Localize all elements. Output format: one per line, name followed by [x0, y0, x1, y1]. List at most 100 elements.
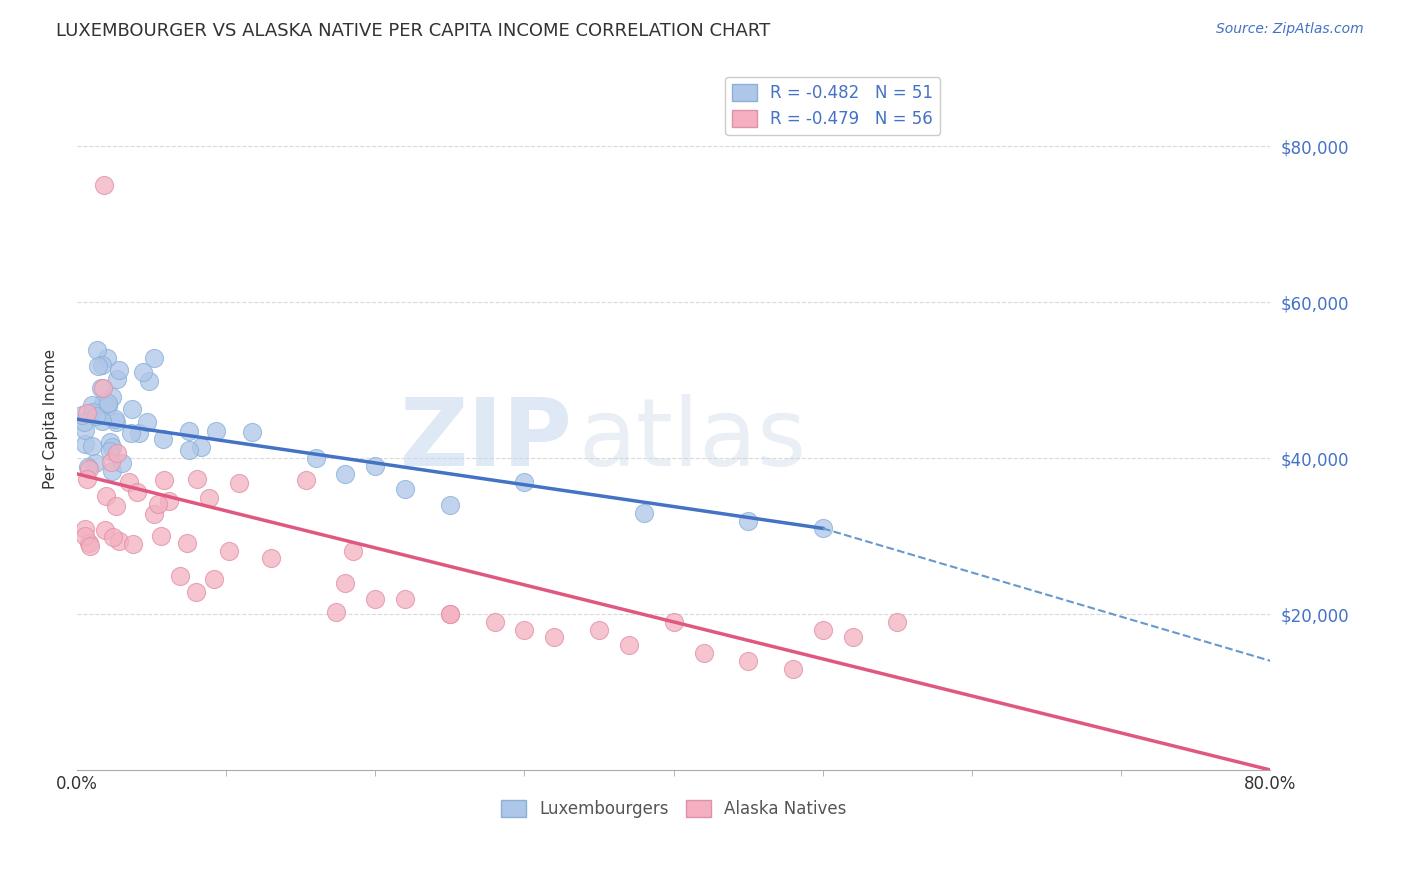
Point: [737, 654, 759, 668]
Point: [84, 409, 107, 424]
Point: [152, 433, 174, 447]
Point: [513, 475, 536, 489]
Point: [91, 396, 114, 410]
Point: [335, 467, 357, 481]
Point: [107, 446, 129, 460]
Point: [73, 436, 96, 450]
Point: [100, 440, 122, 454]
Point: [76, 459, 98, 474]
Point: [617, 638, 640, 652]
Point: [218, 544, 240, 558]
Point: [260, 551, 283, 566]
Point: [121, 402, 143, 417]
Point: [394, 591, 416, 606]
Point: [184, 585, 207, 599]
Point: [513, 623, 536, 637]
Point: [394, 483, 416, 497]
Point: [80, 438, 103, 452]
Point: [186, 472, 208, 486]
Point: [149, 529, 172, 543]
Point: [132, 365, 155, 379]
Point: [96, 351, 118, 365]
Point: [439, 498, 461, 512]
Point: [342, 544, 364, 558]
Point: [202, 572, 225, 586]
Point: [240, 425, 263, 440]
Point: [198, 491, 221, 505]
Point: [364, 458, 387, 473]
Point: [100, 455, 122, 469]
Point: [73, 522, 96, 536]
Point: [204, 425, 226, 439]
Point: [105, 372, 128, 386]
Point: [98, 434, 121, 449]
Point: [148, 497, 170, 511]
Point: [127, 485, 149, 500]
Point: [128, 426, 150, 441]
Point: [228, 475, 250, 490]
Point: [86, 343, 108, 358]
Point: [811, 521, 834, 535]
Point: [177, 425, 200, 439]
Point: [118, 475, 141, 489]
Point: [80, 398, 103, 412]
Point: [153, 473, 176, 487]
Point: [91, 414, 114, 428]
Point: [364, 591, 387, 606]
Point: [157, 493, 180, 508]
Point: [111, 456, 134, 470]
Point: [138, 374, 160, 388]
Point: [439, 607, 461, 621]
Legend: Luxembourgers, Alaska Natives: Luxembourgers, Alaska Natives: [495, 793, 853, 825]
Point: [79, 539, 101, 553]
Point: [782, 662, 804, 676]
Point: [841, 631, 863, 645]
Point: [82, 405, 104, 419]
Point: [143, 508, 166, 522]
Text: LUXEMBOURGER VS ALASKA NATIVE PER CAPITA INCOME CORRELATION CHART: LUXEMBOURGER VS ALASKA NATIVE PER CAPITA…: [56, 22, 770, 40]
Text: atlas: atlas: [578, 394, 807, 486]
Point: [76, 406, 98, 420]
Point: [811, 623, 834, 637]
Point: [135, 415, 157, 429]
Point: [93, 178, 115, 193]
Y-axis label: Per Capita Income: Per Capita Income: [44, 349, 58, 490]
Point: [108, 363, 131, 377]
Point: [90, 358, 112, 372]
Point: [176, 536, 198, 550]
Point: [76, 472, 98, 486]
Point: [588, 623, 610, 637]
Text: Source: ZipAtlas.com: Source: ZipAtlas.com: [1216, 22, 1364, 37]
Point: [335, 576, 357, 591]
Point: [105, 499, 128, 513]
Point: [87, 359, 110, 373]
Point: [93, 523, 115, 537]
Point: [73, 529, 96, 543]
Point: [72, 408, 94, 422]
Point: [143, 351, 166, 365]
Point: [103, 411, 125, 425]
Point: [543, 631, 565, 645]
Point: [108, 534, 131, 549]
Point: [96, 489, 118, 503]
Point: [886, 615, 908, 629]
Point: [101, 464, 124, 478]
Point: [325, 605, 347, 619]
Point: [79, 536, 101, 550]
Point: [100, 444, 122, 458]
Point: [662, 615, 685, 629]
Point: [484, 615, 506, 629]
Point: [692, 646, 714, 660]
Point: [97, 399, 120, 413]
Point: [73, 416, 96, 430]
Point: [177, 443, 200, 458]
Point: [295, 473, 318, 487]
Point: [97, 396, 120, 410]
Point: [633, 506, 655, 520]
Point: [77, 462, 100, 476]
Point: [101, 530, 124, 544]
Point: [90, 381, 112, 395]
Point: [304, 451, 326, 466]
Point: [122, 537, 145, 551]
Point: [101, 390, 124, 404]
